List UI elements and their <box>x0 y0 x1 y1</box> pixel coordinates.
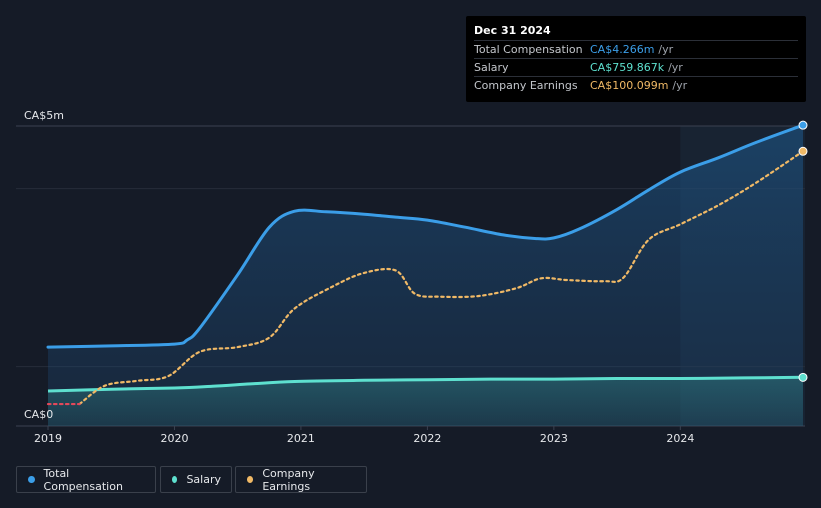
x-tick-label: 2019 <box>34 432 62 445</box>
total-compensation-line <box>46 123 805 349</box>
legend-label: Total Compensation <box>43 466 123 493</box>
tooltip-label: Salary <box>474 61 509 74</box>
x-tick-label: 2024 <box>666 432 694 445</box>
tooltip-unit: /yr <box>658 43 674 56</box>
x-tick-label: 2022 <box>413 432 441 445</box>
x-tick-label: 2020 <box>160 432 188 445</box>
company-earnings-line <box>78 150 805 406</box>
tooltip-label: Company Earnings <box>474 79 578 92</box>
tooltip-unit: /yr <box>668 61 683 74</box>
legend-dot-icon <box>172 476 178 483</box>
tooltip-label: Total Compensation <box>474 43 583 56</box>
x-tick-label: 2023 <box>540 432 568 445</box>
tooltip-value: CA$4.266m <box>590 43 655 56</box>
salary-endpoint <box>798 372 808 382</box>
legend-dot-icon <box>28 476 35 483</box>
tooltip-row-earnings: Company Earnings CA$100.099m /yr <box>474 76 798 94</box>
tooltip-date: Dec 31 2024 <box>474 24 551 37</box>
salary-line <box>47 375 804 393</box>
compensation-chart: CA$5m CA$0 2019 2020 2021 2022 2023 2024 <box>16 109 808 445</box>
tooltip-value: CA$100.099m <box>590 79 669 92</box>
salary-area <box>48 377 803 426</box>
tooltip-unit: /yr <box>672 79 688 92</box>
legend-company-earnings[interactable]: Company Earnings <box>235 466 367 493</box>
company-earnings-endpoint <box>798 146 808 156</box>
legend-dot-icon <box>247 476 254 483</box>
legend-total-compensation[interactable]: Total Compensation <box>16 466 156 493</box>
total-compensation-area <box>48 125 803 426</box>
x-tick-label: 2021 <box>287 432 315 445</box>
y-axis-bottom-label: CA$0 <box>24 408 53 421</box>
tooltip-row-salary: Salary CA$759.867k /yr <box>474 58 798 76</box>
tooltip-row-total: Total Compensation CA$4.266m /yr <box>474 40 798 58</box>
x-axis-ticks: 2019 2020 2021 2022 2023 2024 <box>34 426 694 445</box>
legend-label: Salary <box>186 473 221 486</box>
total-compensation-endpoint <box>798 120 808 130</box>
tooltip-value: CA$759.867k <box>590 61 665 74</box>
legend-label: Company Earnings <box>262 466 315 493</box>
tooltip: Dec 31 2024 Total Compensation CA$4.266m… <box>466 16 806 102</box>
legend-salary[interactable]: Salary <box>160 466 232 493</box>
y-axis-top-label: CA$5m <box>24 109 64 122</box>
